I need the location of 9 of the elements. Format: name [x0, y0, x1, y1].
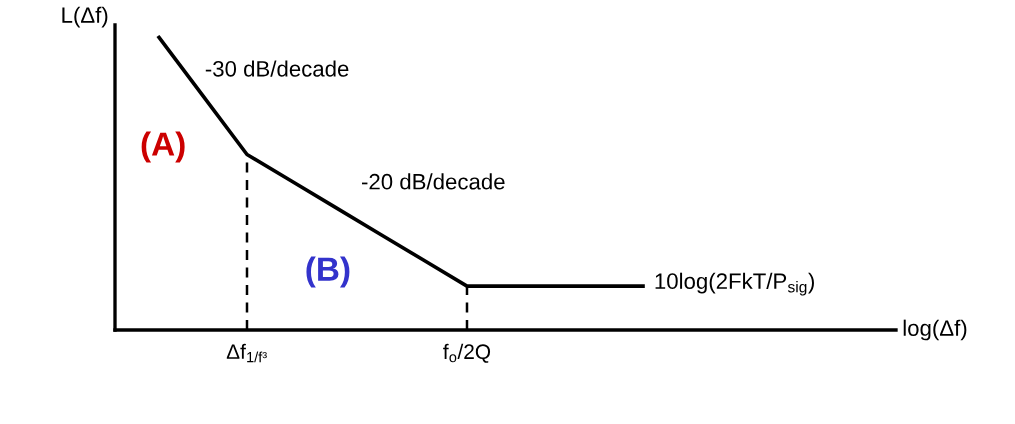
annotation: (A)	[141, 131, 185, 163]
annotation: -30 dB/decade	[205, 60, 349, 77]
annotation: (B)	[306, 256, 350, 288]
annotation: -20 dB/decade	[362, 173, 505, 190]
x-tick-label: f$_{o}$/2Q	[443, 343, 491, 363]
x-tick-label: Δf$_{1/f³}$	[226, 343, 267, 363]
x-axis-title: log(Δf)	[903, 319, 967, 341]
annotation: 10log(2FkT/P$_{sig}$)	[655, 272, 814, 296]
y-axis-title: L(Δf)	[62, 6, 108, 28]
